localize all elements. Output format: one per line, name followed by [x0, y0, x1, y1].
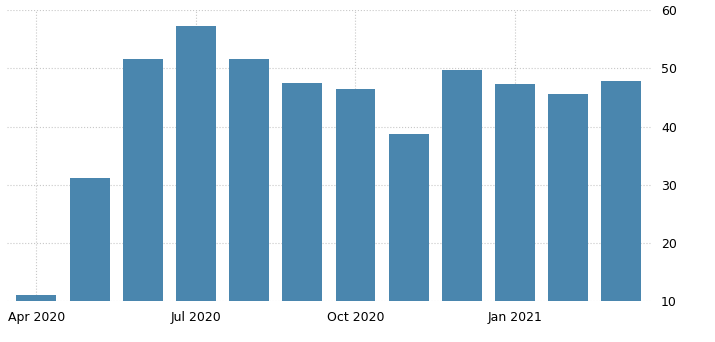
Bar — [548, 94, 588, 301]
Bar — [601, 81, 641, 301]
Bar — [16, 295, 56, 301]
Bar — [230, 58, 269, 301]
Bar — [495, 84, 535, 301]
Bar — [442, 69, 482, 301]
Bar — [123, 58, 163, 301]
Bar — [389, 133, 428, 301]
Bar — [335, 89, 375, 301]
Bar — [282, 83, 322, 301]
Bar — [69, 178, 109, 301]
Bar — [176, 26, 216, 301]
